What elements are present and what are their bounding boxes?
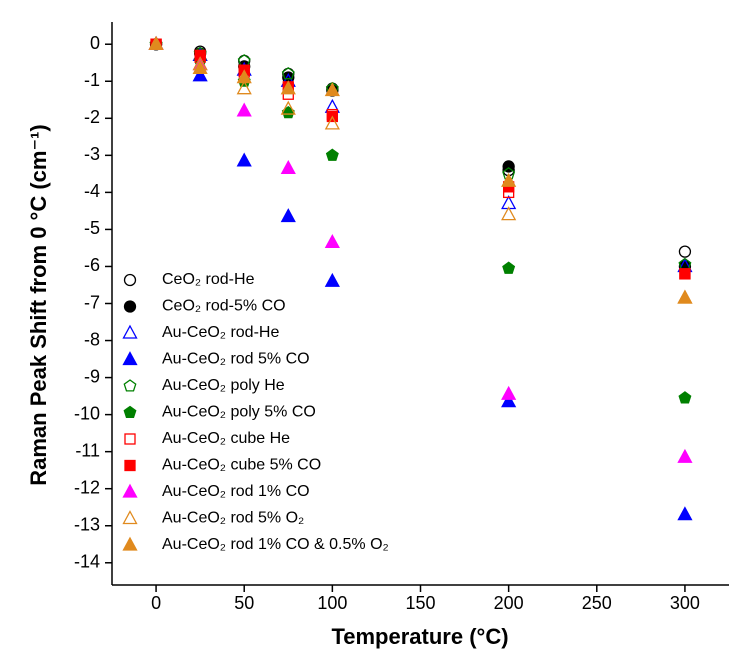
legend-label: Au-CeO₂ poly 5% CO	[162, 404, 316, 421]
legend-label: CeO₂ rod-5% CO	[162, 298, 286, 315]
y-tick-label: -14	[74, 552, 100, 572]
data-point	[236, 152, 252, 167]
data-point	[677, 448, 693, 463]
y-tick-label: -6	[84, 255, 100, 275]
y-tick-label: -3	[84, 144, 100, 164]
legend-marker	[122, 351, 138, 366]
legend-label: Au-CeO₂ rod 1% CO	[162, 483, 310, 500]
data-point	[236, 102, 252, 117]
data-point	[324, 272, 340, 287]
legend-marker	[123, 273, 137, 287]
legend-label: Au-CeO₂ cube He	[162, 430, 290, 447]
data-point	[280, 100, 296, 115]
x-tick-label: 50	[234, 593, 254, 613]
x-tick-label: 100	[317, 593, 347, 613]
legend-marker	[122, 536, 138, 551]
x-tick-label: 200	[494, 593, 524, 613]
y-tick-label: 0	[90, 33, 100, 53]
legend-marker	[122, 510, 138, 525]
data-point	[501, 393, 517, 408]
data-point	[678, 245, 692, 258]
data-point	[502, 261, 516, 274]
data-point	[679, 268, 691, 280]
legend-label: Au-CeO₂ rod 1% CO & 0.5% O₂	[162, 536, 389, 553]
y-tick-label: -12	[74, 477, 100, 497]
data-point	[280, 208, 296, 223]
y-tick-label: -4	[84, 181, 100, 201]
legend-marker	[122, 483, 138, 498]
legend-label: Au-CeO₂ poly He	[162, 377, 285, 394]
x-tick-label: 150	[405, 593, 435, 613]
data-point	[324, 115, 340, 130]
legend-marker	[122, 324, 138, 339]
data-point	[325, 148, 339, 161]
legend-marker	[123, 379, 137, 392]
y-tick-label: -11	[75, 440, 100, 460]
y-tick-label: -1	[84, 70, 100, 90]
data-point	[280, 159, 296, 174]
x-tick-label: 250	[582, 593, 612, 613]
legend-label: Au-CeO₂ rod 5% O₂	[162, 510, 304, 527]
data-point	[280, 80, 296, 95]
data-point	[324, 234, 340, 249]
data-point	[677, 506, 693, 521]
y-axis-label: Raman Peak Shift from 0 °C (cm⁻¹)	[26, 124, 51, 486]
x-axis-label: Temperature (°C)	[331, 624, 508, 649]
legend-label: Au-CeO₂ cube 5% CO	[162, 457, 321, 474]
data-point	[501, 206, 517, 221]
legend-marker	[123, 300, 137, 313]
data-point	[501, 385, 517, 400]
y-tick-label: -2	[84, 107, 100, 127]
legend-label: Au-CeO₂ rod-He	[162, 324, 279, 341]
data-point	[236, 80, 252, 95]
data-point	[236, 69, 252, 84]
data-point	[281, 67, 295, 80]
y-tick-label: -8	[84, 329, 100, 349]
legend-marker	[124, 459, 136, 472]
legend-label: Au-CeO₂ rod 5% CO	[162, 351, 310, 368]
y-tick-label: -5	[84, 218, 100, 238]
legend-marker	[123, 405, 137, 419]
y-tick-label: -13	[74, 514, 100, 534]
x-tick-label: 0	[151, 593, 161, 613]
y-tick-label: -10	[74, 403, 100, 423]
y-tick-label: -7	[84, 292, 100, 312]
y-tick-label: -9	[84, 366, 100, 386]
data-point	[678, 391, 692, 404]
data-point	[192, 67, 208, 82]
x-tick-label: 300	[670, 593, 700, 613]
legend-label: CeO₂ rod-He	[162, 271, 255, 288]
data-point	[324, 82, 340, 97]
data-point	[192, 59, 208, 74]
data-point	[501, 172, 517, 187]
data-point	[677, 289, 693, 304]
legend-marker	[124, 433, 136, 445]
data-point	[148, 35, 164, 50]
